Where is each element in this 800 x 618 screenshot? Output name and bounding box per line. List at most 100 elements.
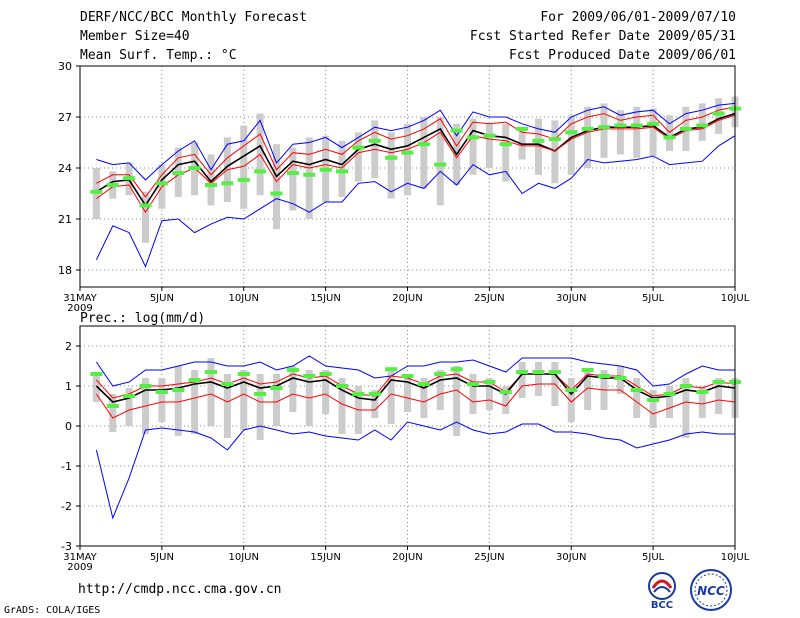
prec-spread-box	[698, 386, 706, 418]
temp-spread-box	[567, 115, 575, 175]
prec-spread-box	[223, 374, 231, 438]
bcc-logo-icon: BCC	[648, 572, 676, 610]
temp-spread-box	[240, 125, 248, 209]
prec-observed-mark	[303, 374, 316, 378]
prec-spread-box	[633, 378, 641, 418]
prec-spread-box	[567, 378, 575, 422]
prec-observed-mark	[237, 372, 250, 376]
source-url[interactable]: http://cmdp.ncc.cma.gov.cn	[78, 582, 282, 597]
temp-spread-box	[338, 140, 346, 197]
prec-xtick-label: 10JUN	[229, 552, 259, 563]
prec-observed-mark	[205, 370, 217, 374]
grads-credit: GrADS: COLA/IGES	[4, 605, 101, 616]
prec-ytick-label: 0	[65, 420, 72, 433]
prec-observed-mark	[647, 398, 660, 402]
prec-observed-mark	[385, 367, 398, 372]
temp-spread-box	[535, 118, 542, 175]
forecast-produced-date: Fcst Produced Date 2009/06/01	[509, 48, 736, 63]
temp-observed-mark	[139, 203, 152, 208]
prec-spread-box	[666, 386, 673, 418]
prec-spread-box	[584, 370, 592, 410]
temp-xtick-label: 10JUN	[229, 293, 259, 304]
temp-observed-mark	[90, 189, 103, 194]
prec-observed-mark	[679, 384, 692, 388]
prec-observed-mark	[548, 370, 561, 374]
temp-spread-box	[142, 191, 149, 243]
prec-spread-box	[502, 386, 510, 414]
prec-observed-mark	[532, 370, 545, 374]
temp-observed-mark	[188, 166, 201, 170]
prec-spread-box	[518, 362, 526, 398]
prec-spread-box	[404, 374, 411, 412]
temp-observed-mark	[516, 126, 529, 131]
temp-observed-mark	[237, 177, 250, 182]
temp-spread-box	[305, 137, 313, 219]
temp-series-ensemble-min	[95, 135, 736, 268]
temp-spread-box	[666, 115, 673, 151]
prec-ytick-label: -3	[61, 540, 72, 553]
ncc-logo-icon: NCC	[690, 569, 732, 611]
temp-spread-box	[207, 154, 215, 206]
prec-xtick-label: 10JUL	[721, 552, 750, 563]
prec-observed-mark	[434, 372, 447, 376]
temp-ytick-label: 21	[58, 213, 72, 226]
prec-spread-box	[158, 378, 166, 422]
prec-xtick-sublabel: 2009	[67, 562, 92, 573]
temp-series-ensemble-mean	[95, 112, 736, 207]
prec-observed-mark	[598, 374, 610, 378]
bcc-logo-text: BCC	[651, 600, 673, 610]
temp-observed-mark	[385, 155, 398, 160]
temp-observed-mark	[483, 133, 496, 138]
prec-observed-mark	[106, 404, 119, 408]
forecast-start-date: Fcst Started Refer Date 2009/05/31	[469, 29, 736, 44]
temp-observed-mark	[467, 135, 479, 140]
temp-observed-mark	[450, 128, 463, 133]
prec-observed-mark	[467, 382, 479, 386]
temp-ytick-label: 27	[58, 111, 72, 124]
temp-xtick-sublabel: 2009	[67, 303, 92, 314]
prec-ytick-label: 2	[65, 340, 72, 353]
prec-series-ensemble-min	[95, 421, 735, 520]
prec-spread-box	[469, 374, 477, 414]
prec-xtick-label: 20JUN	[392, 552, 422, 563]
prec-observed-mark	[286, 368, 299, 372]
temp-observed-mark	[221, 181, 234, 186]
temp-observed-mark	[352, 145, 365, 150]
temp-observed-mark	[663, 135, 676, 140]
temp-observed-mark	[581, 126, 594, 131]
temp-observed-mark	[434, 162, 447, 167]
temp-xtick-label: 25JUN	[474, 293, 504, 304]
prec-observed-mark	[663, 392, 676, 396]
prec-observed-mark	[221, 382, 234, 386]
prec-observed-mark	[172, 388, 185, 392]
temp-xtick-label: 20JUN	[392, 293, 422, 304]
temp-observed-mark	[712, 111, 725, 116]
prec-observed-mark	[696, 390, 709, 394]
temp-observed-mark	[123, 176, 136, 181]
temp-spread-box	[273, 144, 280, 230]
temp-spread-box	[633, 106, 641, 158]
prec-series-ensemble-upper	[96, 373, 736, 399]
temp-spread-box	[715, 98, 723, 134]
prec-spread-box	[535, 362, 542, 396]
prec-spread-box	[485, 378, 493, 410]
temp-spread-box	[469, 118, 477, 175]
temp-observed-mark	[155, 181, 168, 186]
prec-spread-box	[207, 358, 215, 426]
temp-spread-box	[289, 147, 297, 211]
prec-spread-box	[453, 366, 461, 436]
temp-xtick-label: 5JUL	[642, 293, 665, 304]
temp-xtick-label: 10JUL	[721, 293, 750, 304]
prec-spread-box	[289, 366, 297, 412]
temp-observed-mark	[598, 125, 610, 130]
temp-observed-mark	[630, 123, 643, 128]
prec-observed-mark	[254, 392, 267, 396]
prec-xtick-label: 31MAY	[63, 552, 97, 563]
prec-spread-box	[649, 390, 657, 428]
prec-spread-box	[715, 378, 723, 414]
temp-xtick-label: 30JUN	[556, 293, 586, 304]
prec-spread-box	[240, 370, 248, 430]
temp-observed-mark	[548, 137, 561, 142]
prec-spread-box	[436, 370, 444, 410]
